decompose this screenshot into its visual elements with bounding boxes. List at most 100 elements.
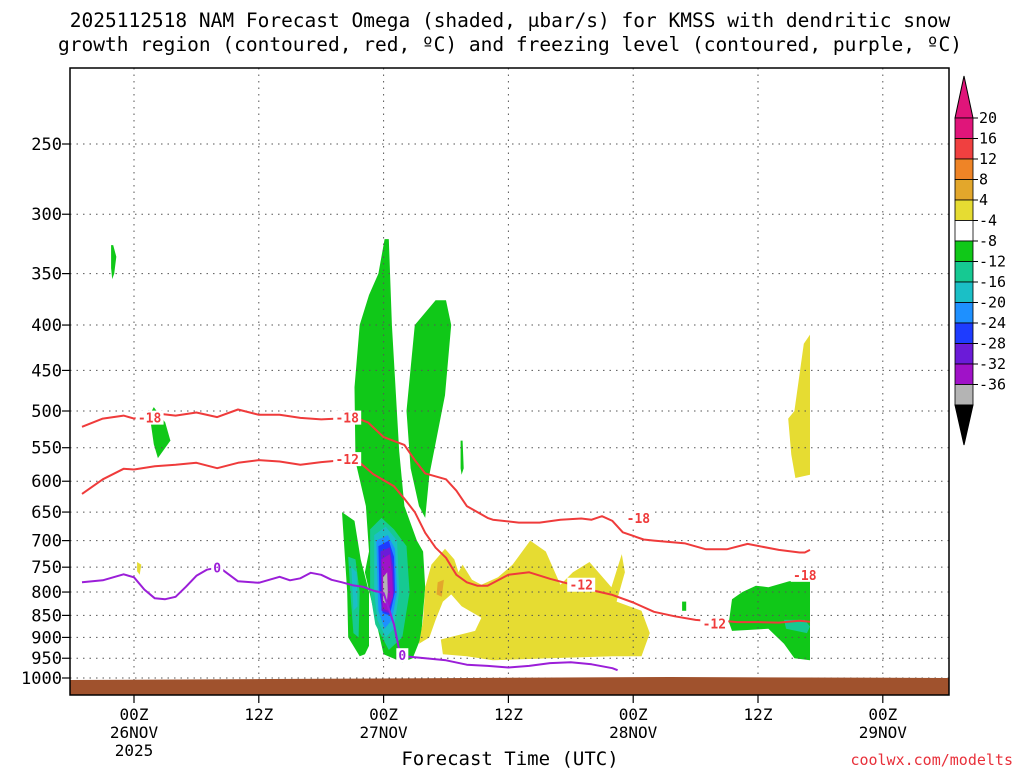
- y-tick-label-850: 850: [31, 606, 62, 626]
- plot-gridlines: [70, 68, 949, 695]
- colorbar-top-triangle: [954, 75, 974, 119]
- colorbar-band-4: [954, 199, 974, 221]
- contour-label-1-2: -12: [703, 617, 726, 632]
- temperature-contours: -18 -18 -18 -18 -12 -12 -12 0 0: [81, 408, 819, 672]
- y-tick-label-900: 900: [31, 628, 62, 648]
- y-tick-label-550: 550: [31, 439, 62, 459]
- x-tick-label-48-0: 00Z: [619, 705, 648, 724]
- omega-colorbar: 20 16 12 8 4 -4 -8 -12 -16 -20 -24 -28 -32 -36: [954, 75, 1006, 446]
- colorbar-label-8: -16: [979, 273, 1006, 291]
- colorbar-band-0: [954, 117, 974, 139]
- y-tick-label-400: 400: [31, 316, 62, 336]
- contour-label-1-1: -12: [569, 579, 592, 594]
- omega-region-5: [460, 440, 464, 475]
- chart-title-line-1: 2025112518 NAM Forecast Omega (shaded, μ…: [70, 9, 951, 32]
- x-tick-label-72-1: 29NOV: [859, 723, 908, 742]
- y-tick-label-250: 250: [31, 135, 62, 155]
- chart-title-line-2: growth region (contoured, red, ºC) and f…: [58, 33, 962, 56]
- x-tick-label-24-0: 00Z: [369, 705, 398, 724]
- contour-label-2-1: 0: [398, 649, 406, 664]
- contour-label-0-3: -18: [793, 569, 817, 584]
- y-tick-label-650: 650: [31, 503, 62, 523]
- contour-freezing-level-2: [81, 567, 618, 672]
- contour-label-bg: [333, 410, 362, 425]
- omega-region-18: [137, 562, 142, 575]
- colorbar-band-2: [954, 158, 974, 180]
- x-tick-label-12-0: 12Z: [244, 705, 273, 724]
- contour-label-0-1: -18: [335, 412, 359, 427]
- y-tick-label-300: 300: [31, 205, 62, 225]
- y-tick-label-600: 600: [31, 472, 62, 492]
- x-tick-label-48-1: 28NOV: [609, 723, 658, 742]
- colorbar-label-7: -12: [979, 253, 1006, 271]
- y-tick-label-700: 700: [31, 532, 62, 552]
- colorbar-label-10: -24: [979, 314, 1006, 332]
- colorbar-label-13: -36: [979, 376, 1006, 394]
- colorbar-label-6: -8: [979, 232, 997, 250]
- colorbar-label-2: 12: [979, 150, 997, 168]
- contour-label-bg: [567, 577, 596, 592]
- y-tick-label-500: 500: [31, 402, 62, 422]
- contour-label-bg: [135, 410, 164, 425]
- x-tick-label-60-0: 12Z: [744, 705, 773, 724]
- colorbar-label-12: -32: [979, 355, 1006, 373]
- contour-label-bg: [333, 452, 362, 467]
- contour-label-bg: [790, 567, 819, 582]
- colorbar-band-7: [954, 261, 974, 283]
- omega-shading: [111, 239, 810, 663]
- colorbar-label-5: -4: [979, 212, 997, 230]
- omega-region-10: [784, 619, 810, 634]
- x-axis-label: Forecast Time (UTC): [401, 748, 618, 768]
- colorbar-band-9: [954, 302, 974, 324]
- x-tick-label-0-0: 00Z: [120, 705, 149, 724]
- y-tick-label-750: 750: [31, 558, 62, 578]
- omega-region-20: [788, 334, 810, 478]
- colorbar-label-9: -20: [979, 294, 1006, 312]
- contour-label-bg: [624, 511, 653, 526]
- x-tick-label-24-1: 27NOV: [360, 723, 409, 742]
- x-tick-label-0-1: 26NOV: [110, 723, 159, 742]
- colorbar-band-3: [954, 179, 974, 201]
- omega-region-6: [728, 579, 810, 661]
- contour-dgz-0: [81, 408, 811, 554]
- contour-label-2-0: 0: [213, 562, 221, 577]
- colorbar-label-11: -28: [979, 335, 1006, 353]
- colorbar-band-6: [954, 240, 974, 262]
- colorbar-band-1: [954, 138, 974, 160]
- contour-label-0-2: -18: [627, 512, 651, 527]
- colorbar-band-8: [954, 281, 974, 303]
- omega-region-7: [682, 601, 687, 611]
- colorbar-label-0: 20: [979, 109, 997, 127]
- credit-text: coolwx.com/modelts: [850, 751, 1013, 768]
- colorbar-band-5: [954, 220, 974, 242]
- colorbar-band-11: [954, 343, 974, 365]
- contour-label-0-0: -18: [138, 412, 162, 427]
- ground-surface: [70, 677, 949, 695]
- colorbar-label-4: 4: [979, 191, 988, 209]
- ground-fill: [70, 677, 949, 695]
- omega-region-4: [406, 300, 452, 518]
- colorbar-label-1: 16: [979, 130, 997, 148]
- y-tick-label-950: 950: [31, 649, 62, 669]
- contour-label-bg: [700, 616, 729, 631]
- omega-region-11: [351, 567, 358, 611]
- contour-label-bg: [396, 648, 409, 663]
- omega-region-19: [419, 540, 650, 661]
- y-tick-label-1000: 1000: [21, 669, 62, 689]
- colorbar-band-13: [954, 384, 974, 406]
- pressure-axis: 2503003504004505005506006507007508008509…: [21, 135, 70, 689]
- colorbar-bottom-triangle: [954, 404, 974, 446]
- colorbar-band-12: [954, 363, 974, 385]
- omega-region-0: [111, 245, 117, 280]
- x-tick-label-36-0: 12Z: [494, 705, 523, 724]
- y-tick-label-450: 450: [31, 361, 62, 381]
- contour-label-bg: [211, 560, 224, 575]
- contour-dgz-1: [81, 459, 811, 624]
- colorbar-band-10: [954, 322, 974, 344]
- colorbar-label-3: 8: [979, 171, 988, 189]
- x-tick-label-72-0: 00Z: [868, 705, 897, 724]
- x-tick-label-0-2: 2025: [115, 741, 154, 760]
- plot-frame: [69, 67, 950, 696]
